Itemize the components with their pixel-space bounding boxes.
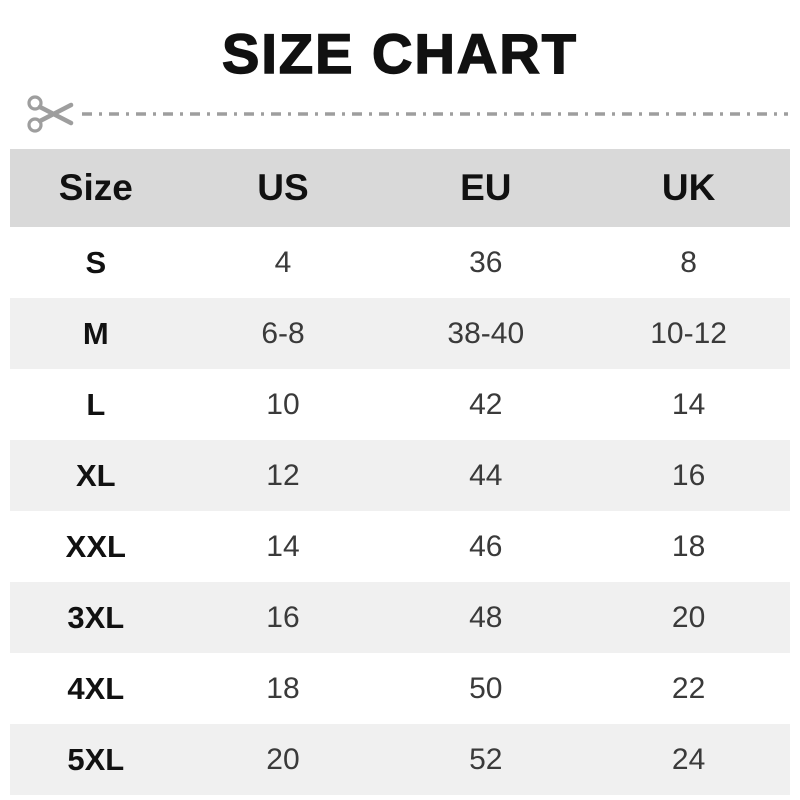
value-cell: 16 <box>671 458 706 492</box>
value-cell: 10 <box>266 387 300 421</box>
size-cell: S <box>85 244 107 280</box>
value-cell: 42 <box>469 387 503 421</box>
value-cell: 14 <box>671 387 706 421</box>
value-cell: 14 <box>266 529 300 563</box>
table-row: L 10 42 14 <box>10 369 790 440</box>
table-row: M 6-8 38-40 10-12 <box>10 298 790 370</box>
value-cell: 20 <box>671 600 706 634</box>
table-row: 4XL 18 50 22 <box>10 653 790 724</box>
column-header-size: Size <box>10 149 182 228</box>
value-cell: 12 <box>266 458 300 492</box>
value-cell: 4 <box>274 245 292 279</box>
size-cell: XXL <box>65 528 126 564</box>
column-header-uk: UK <box>587 149 790 228</box>
value-cell: 46 <box>469 529 503 563</box>
size-table-body: S 4 36 8 M 6-8 38-40 10-12 L 10 42 14 XL 12 44 16 XXL 14 4… <box>10 227 790 796</box>
column-header-us: US <box>181 149 385 228</box>
value-cell: 16 <box>266 600 300 634</box>
value-cell: 24 <box>671 742 706 776</box>
size-table: Size US EU UK S 4 36 8 M 6-8 38-40 10-12 L 10 42 14… <box>10 149 790 796</box>
size-cell: M <box>82 315 109 351</box>
scissors-icon <box>27 95 74 133</box>
value-cell: 48 <box>469 600 503 634</box>
table-row: 5XL 20 52 24 <box>10 724 790 796</box>
size-cell: 4XL <box>67 670 125 706</box>
page-title: SIZE CHART <box>221 21 578 86</box>
value-cell: 18 <box>266 671 300 705</box>
value-cell: 38-40 <box>447 316 525 350</box>
value-cell: 52 <box>469 742 503 776</box>
value-cell: 6-8 <box>261 316 305 350</box>
value-cell: 22 <box>671 671 706 705</box>
table-row: XXL 14 46 18 <box>10 511 790 582</box>
dashed-cut-line <box>82 112 788 117</box>
value-cell: 18 <box>671 529 706 563</box>
value-cell: 50 <box>469 671 503 705</box>
table-row: 3XL 16 48 20 <box>10 582 790 654</box>
column-header-eu: EU <box>384 149 588 228</box>
value-cell: 44 <box>469 458 503 492</box>
value-cell: 10-12 <box>650 316 727 350</box>
table-row: S 4 36 8 <box>10 227 790 298</box>
table-header-row: Size US EU UK <box>10 149 790 228</box>
cut-line <box>26 92 788 136</box>
size-cell: 5XL <box>67 741 125 777</box>
size-cell: XL <box>75 457 116 493</box>
size-cell: 3XL <box>67 599 125 635</box>
size-cell: L <box>86 386 106 422</box>
value-cell: 8 <box>680 245 697 279</box>
value-cell: 20 <box>266 742 300 776</box>
table-row: XL 12 44 16 <box>10 440 790 512</box>
value-cell: 36 <box>469 245 503 279</box>
